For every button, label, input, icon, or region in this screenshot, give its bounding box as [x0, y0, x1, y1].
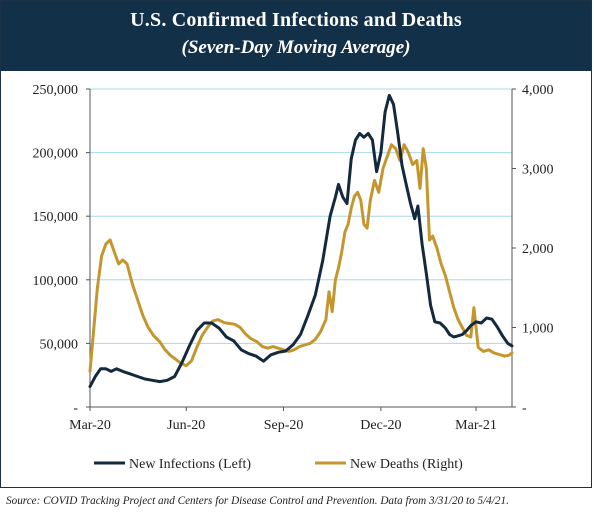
y-left-tick-label: 250,000	[33, 83, 79, 98]
chart-title: U.S. Confirmed Infections and Deaths	[130, 9, 462, 31]
chart-frame: U.S. Confirmed Infections and Deaths (Se…	[0, 0, 592, 488]
y-right-tick-label: 4,000	[522, 83, 554, 98]
x-tick-label: Dec-20	[360, 418, 401, 433]
chart-subtitle: (Seven-Day Moving Average)	[181, 37, 411, 58]
y-left-tick-label: 150,000	[33, 210, 79, 225]
y-left-tick-label: 100,000	[33, 274, 79, 289]
title-banner: U.S. Confirmed Infections and Deaths (Se…	[1, 1, 591, 71]
y-right-tick-label: 3,000	[522, 163, 554, 178]
line-chart: - 50,000 100,000 150,000 200,000 250,000 - 1,00…	[33, 83, 554, 472]
y-left-tick-label: 200,000	[33, 147, 79, 162]
y-right-tick-label: 1,000	[522, 322, 554, 337]
x-tick-label: Jun-20	[167, 418, 205, 433]
legend-label-deaths: New Deaths (Right)	[350, 457, 463, 472]
y-right-tick-label: 2,000	[522, 242, 554, 257]
series-line-deaths	[88, 143, 514, 373]
x-tick-label: Sep-20	[264, 418, 304, 433]
x-tick-label: Mar-20	[69, 418, 111, 433]
y-right-tick-label: -	[522, 401, 527, 416]
x-tick-label: Mar-21	[455, 418, 497, 433]
y-left-tick-label: 50,000	[40, 337, 79, 352]
series-line-infections	[88, 93, 514, 389]
source-note: Source: COVID Tracking Project and Cente…	[6, 495, 509, 507]
legend-label-infections: New Infections (Left)	[129, 457, 251, 472]
y-left-tick-label: -	[73, 401, 78, 416]
legend: New Infections (Left) New Deaths (Right)	[94, 457, 463, 472]
